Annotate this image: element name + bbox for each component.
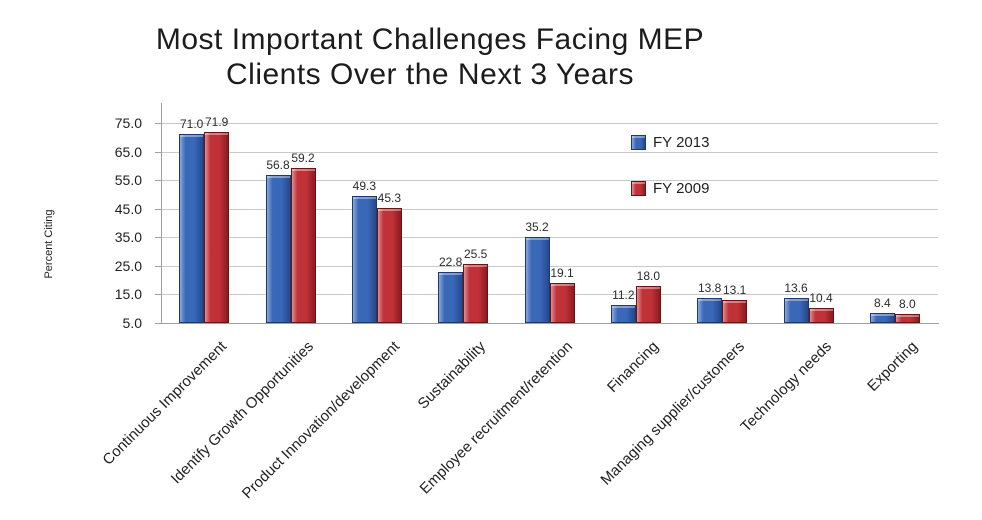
y-tick-mark [155,265,161,267]
y-tick-label: 75.0 [114,115,142,131]
y-tick-mark [155,237,161,239]
bar-fy2009-9 [894,314,920,323]
value-label: 18.0 [636,268,660,283]
value-label: 71.9 [204,114,229,129]
value-label: 13.8 [697,280,722,295]
gridline [161,208,938,210]
value-label: 49.3 [352,179,376,194]
bar-fy2013-7 [697,297,723,323]
y-tick-mark [155,208,161,210]
y-tick-mark [155,123,161,124]
value-label: 71.0 [179,117,204,132]
y-tick-label: 35.0 [114,229,142,246]
bar-fy2013-8 [783,298,809,323]
legend-label: FY 2013 [653,133,710,151]
y-tick-label: 65.0 [114,143,142,160]
bar-fy2009-7 [722,299,748,323]
y-tick-label: 25.0 [114,257,142,274]
bar-fy2013-6 [610,305,636,323]
value-label: 45.3 [377,190,401,205]
bar-fy2013-2 [265,175,291,323]
value-label: 22.8 [438,255,463,270]
gridline [161,151,938,153]
bar-fy2009-2 [290,168,316,323]
gridline [161,265,938,267]
bar-fy2009-1 [204,131,230,323]
x-category-label: Continuous Improvement [99,338,231,469]
bar-fy2009-5 [549,282,575,323]
y-tick-label: 55.0 [114,172,142,189]
gridline [161,123,938,124]
chart-title: Most Important Challenges Facing MEP Cli… [95,22,765,92]
value-label: 8.4 [873,296,891,311]
x-axis-line [161,323,939,324]
value-label: 56.8 [266,158,290,172]
legend-marker-fy-2013 [631,134,646,150]
chart-title-line-1: Most Important Challenges Facing MEP [155,23,705,56]
value-label: 13.1 [722,282,747,297]
y-tick-label: 5.0 [122,315,142,331]
gridline [161,180,938,182]
y-axis-line [161,103,162,323]
value-label: 13.6 [784,281,808,296]
y-tick-mark [155,294,161,296]
legend-label: FY 2009 [653,179,710,197]
y-tick-mark [155,151,161,153]
y-tick-mark [155,323,161,324]
value-label: 11.2 [612,288,635,303]
value-label: 25.5 [463,247,488,262]
gridline [161,237,938,239]
bar-fy2009-4 [463,264,489,323]
chart-title-line-2: Clients Over the Next 3 Years [225,58,635,91]
value-label: 35.2 [525,219,549,234]
bar-fy2013-1 [179,134,205,323]
value-label: 19.1 [550,265,574,280]
bar-fy2009-3 [376,207,402,323]
bar-fy2009-8 [808,307,834,323]
legend-item-fy-2013: FY 2013 [631,133,710,151]
value-label: 10.4 [809,290,833,305]
legend: FY 2013 FY 2009 [631,134,709,226]
bar-fy2013-9 [869,313,895,323]
bar-fy2009-6 [635,285,661,323]
bar-fy2013-5 [524,236,550,323]
legend-marker-fy-2009 [631,180,646,196]
legend-item-fy-2009: FY 2009 [631,179,710,197]
y-axis-title: Percent Citing [43,209,55,279]
value-label: 59.2 [291,151,315,166]
y-tick-label: 45.0 [114,200,142,217]
bar-fy2013-3 [351,196,377,323]
value-label: 8.0 [898,297,916,312]
y-tick-mark [155,180,161,182]
y-tick-label: 15.0 [114,286,142,303]
bar-fy2013-4 [438,272,464,323]
